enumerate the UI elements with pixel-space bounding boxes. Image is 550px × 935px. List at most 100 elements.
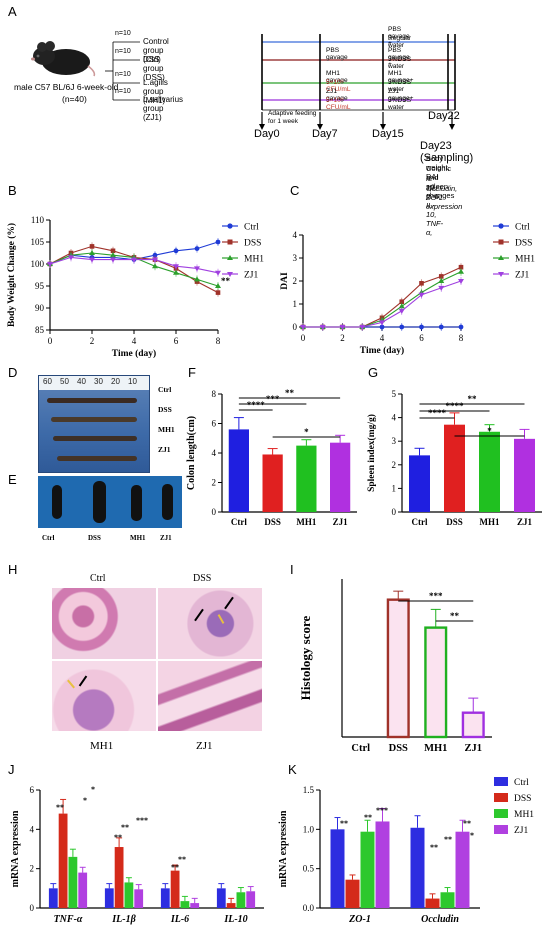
x-tick-label: 8 — [216, 336, 221, 346]
data-point — [194, 246, 200, 251]
data-point — [398, 308, 405, 314]
category-label: DSS — [264, 517, 281, 527]
data-point — [319, 325, 326, 330]
bar-zj1 — [514, 438, 535, 512]
day-arrowhead — [449, 124, 455, 130]
legend-swatch — [494, 825, 508, 834]
category-label: IL-6 — [170, 914, 189, 925]
data-point — [379, 320, 385, 326]
panel-label-k: K — [288, 762, 297, 777]
chart-body-weight: 85 90 95 100 105 110 0 2 4 6 8 Time (day) Body Weigh… — [6, 215, 264, 359]
data-point — [215, 270, 221, 276]
y-tick-label: 4 — [30, 824, 35, 834]
ruler-mark: 20 — [111, 377, 120, 386]
treatment-dose: 5×10⁹ CFU/mL — [326, 79, 351, 93]
y-tick-label: 2 — [392, 460, 397, 470]
category-label: IL-10 — [223, 914, 247, 925]
category-label: DSS — [446, 517, 463, 527]
data-point — [458, 268, 464, 274]
histology-label-ctrl: Ctrl — [90, 573, 106, 584]
y-axis-label: mRNA expression — [10, 810, 21, 887]
histology-label-mh1: MH1 — [90, 740, 114, 752]
experiment-timeline — [105, 34, 456, 130]
category-label: Ctrl — [351, 743, 370, 754]
category-label: ZJ1 — [464, 743, 482, 754]
day-arrowhead — [317, 124, 323, 130]
x-tick-label: 0 — [48, 336, 53, 346]
y-tick-label: 4 — [293, 230, 298, 240]
panel-label-i: I — [290, 562, 294, 577]
significance-label: * — [487, 426, 492, 436]
histology-image-dss — [158, 588, 262, 659]
data-point — [399, 324, 405, 330]
bar-ctrl — [409, 455, 430, 512]
bar-dss — [444, 424, 465, 512]
legend-marker — [498, 239, 504, 245]
legend-swatch — [494, 777, 508, 786]
data-point — [47, 262, 53, 267]
x-axis-label: Time (day) — [112, 348, 156, 359]
data-point — [152, 263, 158, 269]
ruler-mark: 10 — [128, 377, 137, 386]
treatment-water: 3%DSS water — [388, 79, 412, 93]
significance-label: ** — [340, 819, 348, 828]
category-label: DSS — [389, 743, 408, 754]
category-label: ZO-1 — [348, 914, 371, 925]
category-label: TNF-α — [54, 914, 83, 925]
y-tick-label: 8 — [212, 389, 217, 399]
data-point — [152, 257, 158, 263]
data-point — [215, 239, 221, 245]
y-tick-label: 6 — [30, 785, 35, 795]
spleen-label: MH1 — [130, 534, 146, 542]
data-point — [399, 299, 405, 304]
group-name: DSS group (DSS) — [143, 55, 165, 82]
significance-label: ** — [171, 863, 179, 872]
treatment-label: ZJ1 gavage — [326, 88, 348, 102]
data-point — [89, 250, 95, 255]
bar-dss — [386, 598, 410, 739]
mouse-n: (n=40) — [62, 94, 87, 104]
category-label: IL-1β — [111, 914, 136, 925]
category-label: MH1 — [424, 743, 447, 754]
bar-mh1 — [440, 892, 455, 908]
data-point — [89, 257, 95, 263]
bar-zj1 — [190, 903, 200, 908]
legend-label: Ctrl — [244, 223, 259, 233]
y-tick-label: 105 — [31, 237, 45, 247]
category-label: Ctrl — [231, 517, 247, 527]
y-tick-label: 1.5 — [303, 785, 315, 795]
category-label: ZJ1 — [333, 517, 349, 527]
bar-mh1 — [180, 901, 190, 908]
legend-marker — [227, 272, 233, 277]
y-tick-label: 3 — [392, 436, 397, 446]
legend-marker — [498, 272, 504, 277]
ruler-mark: 60 — [43, 377, 52, 386]
bar-ctrl — [410, 827, 425, 908]
bar-dss — [170, 870, 180, 908]
bar-zj1 — [375, 821, 390, 908]
category-label: MH1 — [480, 517, 500, 527]
y-axis-label: mRNA expression — [278, 810, 289, 887]
x-axis-label: Time (day) — [360, 345, 404, 356]
bar-mh1 — [236, 892, 246, 908]
y-tick-label: 110 — [31, 215, 45, 225]
y-tick-label: 0 — [392, 507, 397, 517]
data-point — [173, 269, 179, 275]
panel-label-h: H — [8, 562, 18, 577]
panel-label-b: B — [8, 183, 17, 198]
y-tick-label: 5 — [392, 389, 397, 399]
legend-label: DSS — [244, 239, 261, 249]
significance-label: **** — [428, 408, 447, 418]
bar-zj1 — [78, 872, 88, 908]
y-tick-label: 1.0 — [303, 824, 315, 834]
treatment-label: MH1 gavage — [326, 70, 348, 84]
significance-label: * — [304, 427, 309, 437]
histology-image-mh1 — [52, 661, 156, 731]
significance-label: **** — [247, 400, 266, 410]
x-tick-label: 2 — [90, 336, 95, 346]
legend-label: ZJ1 — [514, 826, 529, 836]
data-point — [89, 244, 95, 249]
bar-mh1 — [360, 831, 375, 908]
colon-label: MH1 — [158, 425, 175, 434]
